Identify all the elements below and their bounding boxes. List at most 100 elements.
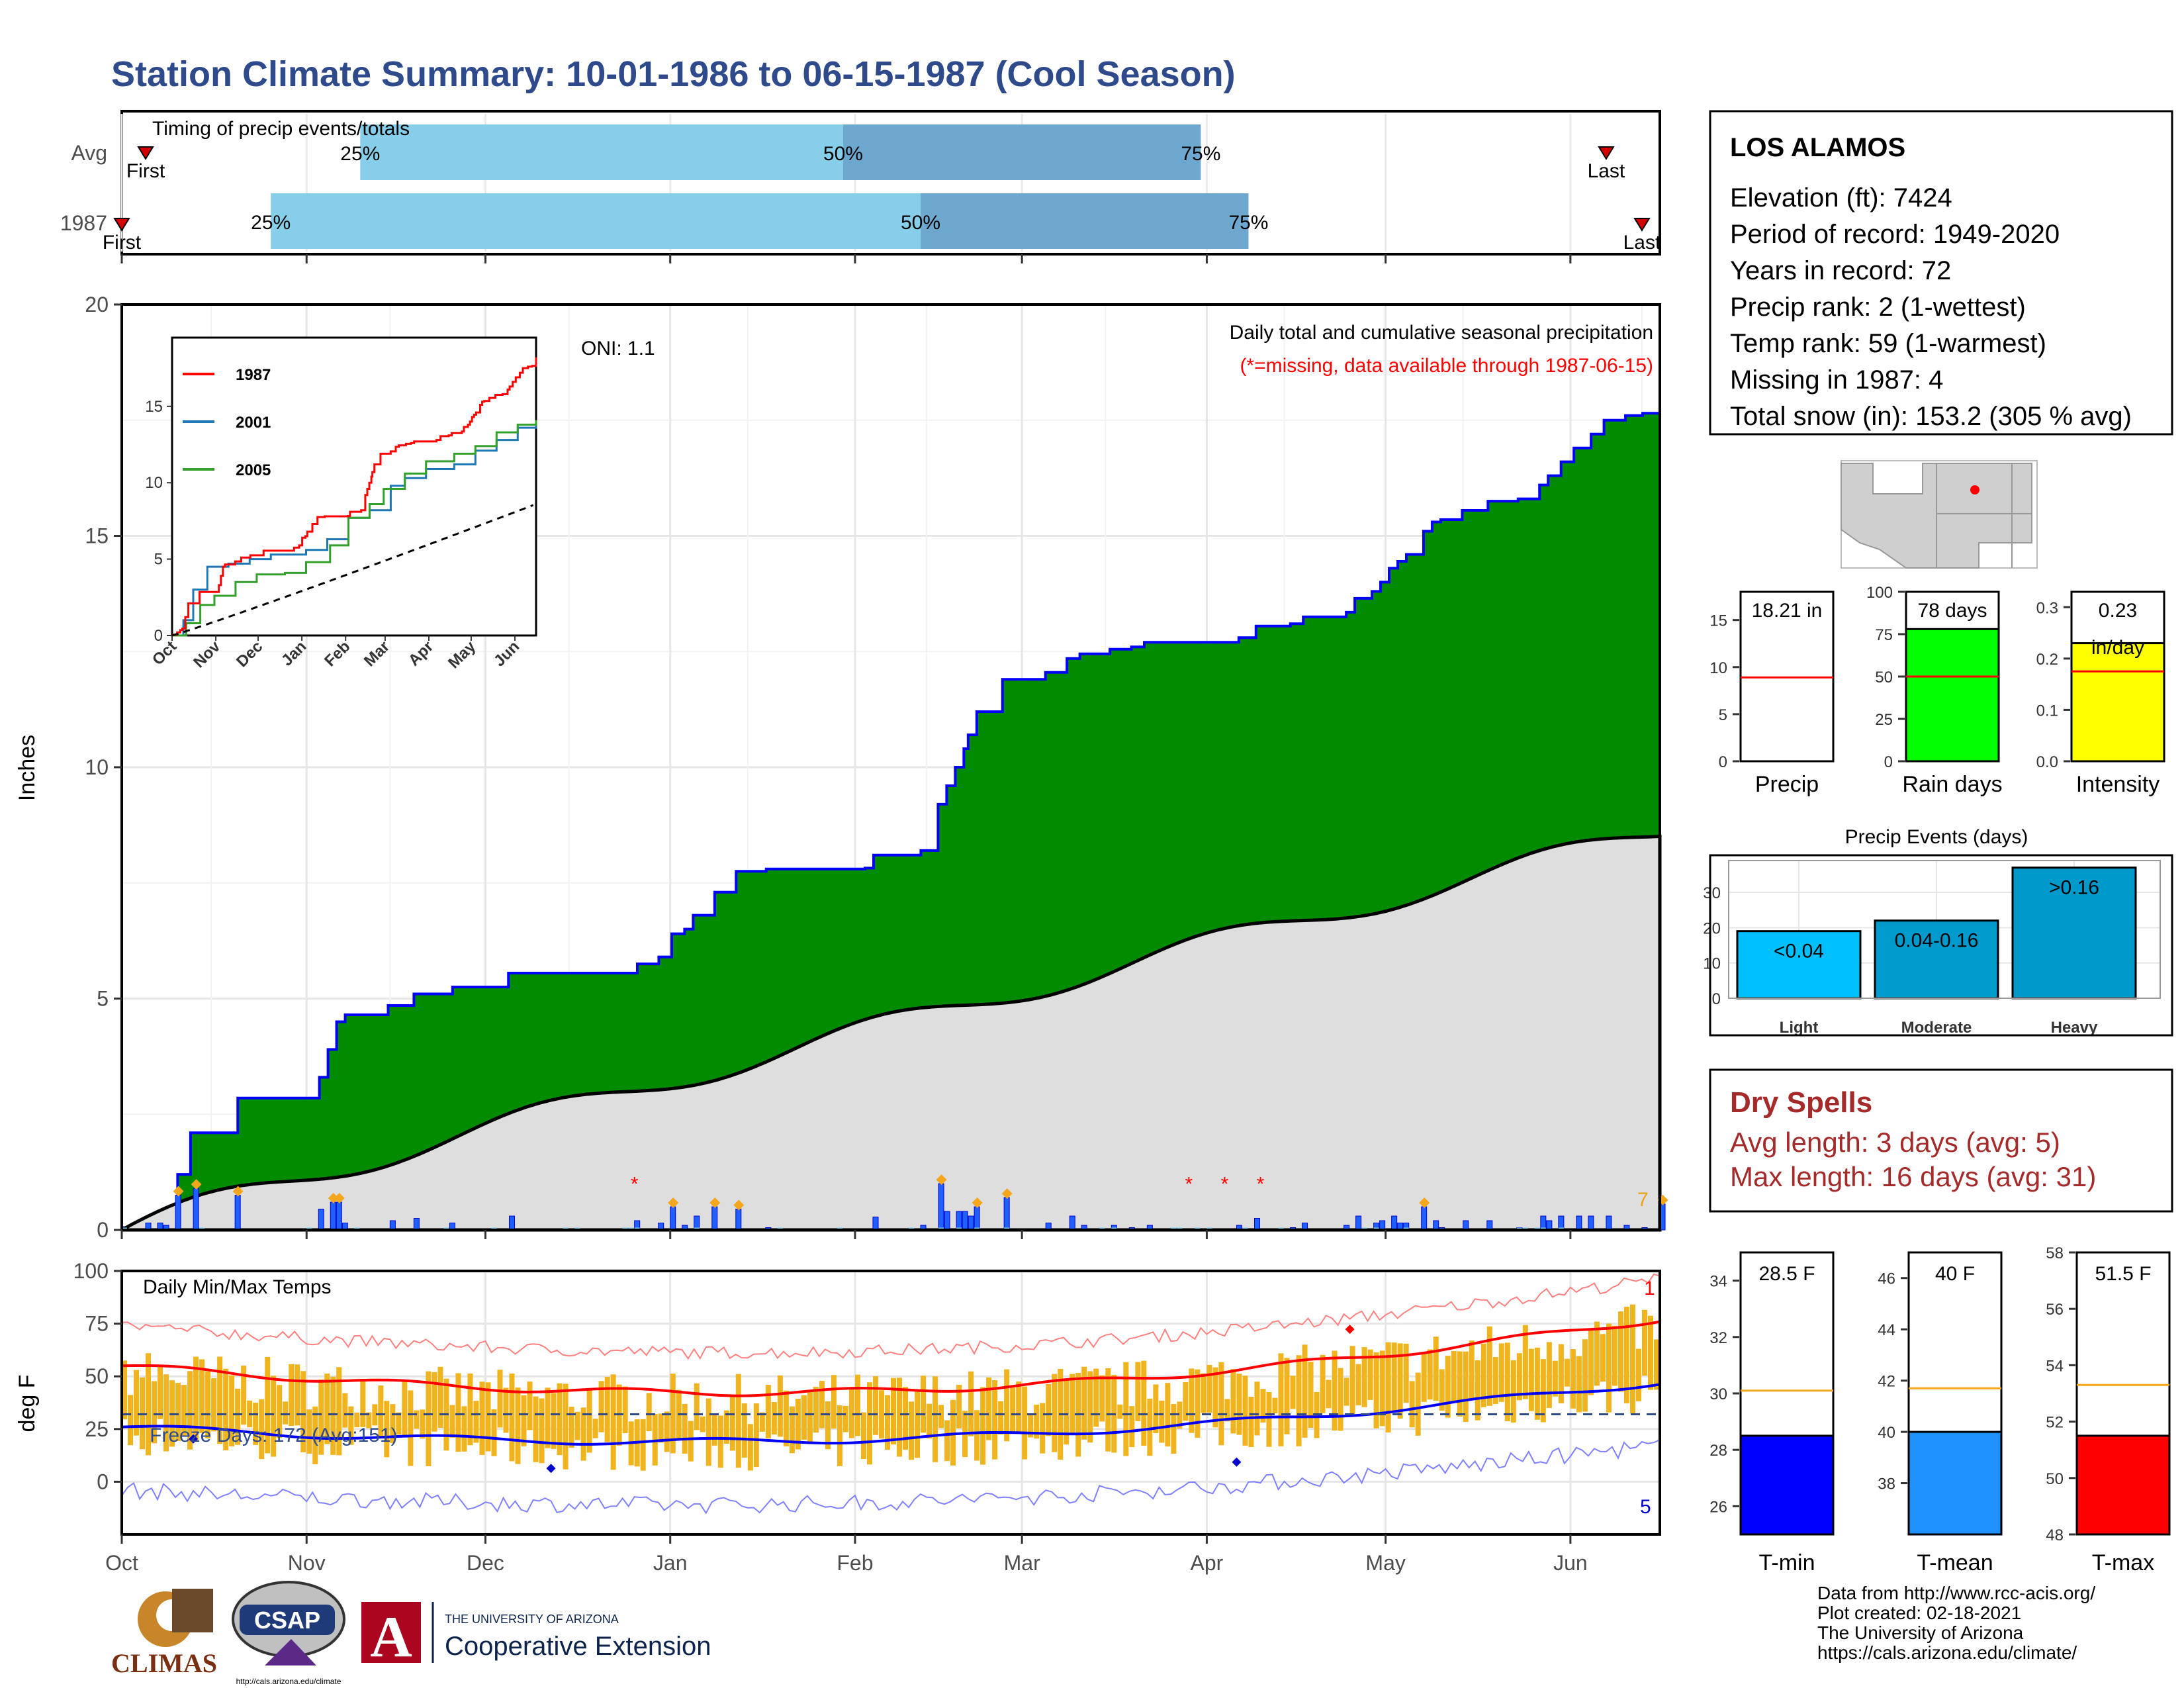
- daily-temp-bar: [1230, 1369, 1236, 1434]
- daily-temp-bar: [915, 1391, 921, 1458]
- daily-temp-bar: [491, 1409, 497, 1456]
- inset-ytick-label: 10: [145, 474, 163, 492]
- temp-bar-tick-label: 56: [2046, 1301, 2064, 1319]
- temp-bar-tick-label: 52: [2046, 1414, 2064, 1432]
- mini-bar-label: Intensity: [2076, 772, 2160, 797]
- mini-bar-value-label: 78 days: [1917, 600, 1987, 622]
- daily-temp-bar: [580, 1407, 586, 1461]
- daily-precip-bar: [193, 1188, 199, 1231]
- ua-small-text: THE UNIVERSITY OF ARIZONA: [445, 1613, 619, 1626]
- daily-temp-bar: [604, 1376, 610, 1442]
- daily-temp-bar: [1147, 1398, 1153, 1456]
- info-snow: Total snow (in): 153.2 (305 % avg): [1730, 402, 2132, 431]
- daily-temp-bar: [860, 1412, 866, 1459]
- daily-temp-bar: [300, 1371, 306, 1452]
- mini-bar-tick-label: 0.3: [2036, 599, 2058, 617]
- daily-temp-bar: [306, 1409, 312, 1454]
- daily-temp-bar: [396, 1412, 402, 1435]
- daily-temp-bar: [539, 1398, 545, 1464]
- large-event-marker: [191, 1179, 202, 1190]
- daily-temp-bar: [1540, 1359, 1546, 1423]
- dry-max-length: Max length: 16 days (avg: 31): [1730, 1161, 2096, 1192]
- season-totals-bars: 0 5 10 15 18.21 in Precip 0 25 50 75 100 78 days Rai…: [1709, 584, 2165, 797]
- daily-temp-bar: [408, 1390, 414, 1466]
- daily-temp-bar: [968, 1371, 974, 1436]
- month-label: Apr: [1191, 1551, 1224, 1575]
- daily-temp-bar: [1129, 1406, 1135, 1448]
- daily-temp-bar: [700, 1416, 705, 1432]
- daily-temp-bar: [1224, 1399, 1230, 1422]
- daily-temp-bar: [747, 1424, 753, 1471]
- daily-temp-bar: [1653, 1339, 1659, 1390]
- inset-legend: 1987 2001 2005: [183, 366, 271, 479]
- precip-events: Precip Events (days) 0 10 20 30 <0.04 Light 0.…: [1703, 826, 2173, 1037]
- daily-temp-bar: [1206, 1364, 1212, 1413]
- mini-bar-label: Rain days: [1902, 772, 2002, 797]
- events-bar: [1736, 930, 1862, 1000]
- precip-y-label: Inches: [15, 735, 40, 801]
- daily-temp-bar: [1266, 1391, 1272, 1447]
- daily-temp-bar: [1373, 1352, 1379, 1429]
- daily-temp-bar: [658, 1413, 664, 1443]
- daily-temp-bar: [1254, 1382, 1260, 1436]
- daily-precip-bar: [1379, 1220, 1386, 1231]
- events-tick-label: 20: [1703, 919, 1721, 937]
- missing-note: (*=missing, data available through 1987-…: [1240, 355, 1653, 377]
- daily-temp-bar: [1600, 1334, 1606, 1382]
- mini-bar-value: [2070, 642, 2165, 763]
- credits: Data from http://www.rcc-acis.org/ Plot …: [1817, 1583, 2095, 1663]
- daily-temp-bar: [729, 1396, 735, 1451]
- daily-temp-bar: [1034, 1405, 1040, 1439]
- daily-temp-bar: [336, 1367, 342, 1456]
- daily-temp-bar: [1397, 1343, 1403, 1419]
- daily-precip-bar: [1253, 1218, 1260, 1231]
- daily-temp-bar: [723, 1410, 729, 1444]
- info-elevation: Elevation (ft): 7424: [1730, 183, 1952, 212]
- inset-line-2005: [172, 420, 537, 637]
- temp-bar-tick-label: 26: [1709, 1498, 1727, 1516]
- daily-temp-bar: [753, 1403, 759, 1467]
- precip-ytick-label: 5: [97, 987, 109, 1011]
- daily-temp-bar: [1218, 1362, 1224, 1446]
- daily-temp-bar: [574, 1411, 580, 1440]
- daily-temp-bar: [140, 1377, 146, 1450]
- daily-temp-bar: [1046, 1383, 1052, 1436]
- dry-spells-title: Dry Spells: [1730, 1086, 1872, 1119]
- daily-temp-bar: [193, 1356, 199, 1440]
- daily-temp-bar: [1415, 1372, 1421, 1436]
- daily-temp-bar: [521, 1395, 527, 1446]
- first-event-label: First: [126, 160, 165, 182]
- daily-temp-bar: [854, 1374, 860, 1436]
- daily-temp-bar: [1570, 1349, 1576, 1409]
- record-low-line: [121, 1439, 1661, 1515]
- daily-temp-bar: [610, 1374, 616, 1470]
- mini-bar-label: Precip: [1755, 772, 1819, 797]
- daily-temp-bar: [467, 1373, 473, 1446]
- daily-temp-bar: [819, 1381, 825, 1429]
- daily-temp-bar: [1069, 1374, 1075, 1434]
- daily-temp-bar: [909, 1401, 915, 1460]
- info-precip-rank: Precip rank: 2 (1-wettest): [1730, 293, 2026, 322]
- first-event-marker: [113, 218, 130, 232]
- daily-temp-bar: [354, 1412, 360, 1428]
- daily-temp-bar: [1278, 1353, 1284, 1446]
- daily-temp-bar: [872, 1376, 878, 1435]
- daily-temp-bar: [295, 1364, 300, 1426]
- climas-logo: CLIMAS: [111, 1589, 217, 1678]
- timing-bar-upper: [842, 124, 1201, 180]
- daily-temp-bar: [318, 1379, 324, 1455]
- daily-temp-bar: [956, 1384, 962, 1429]
- daily-temp-bar: [235, 1388, 241, 1445]
- daily-temp-bar: [1189, 1368, 1195, 1433]
- temp-bar-tick-label: 34: [1709, 1273, 1727, 1291]
- daily-temp-bar: [801, 1395, 807, 1440]
- daily-temp-bar: [1445, 1356, 1451, 1418]
- daily-temp-bar: [527, 1382, 533, 1430]
- info-missing: Missing in 1987: 4: [1730, 365, 1943, 395]
- daily-precip-bar: [1069, 1215, 1075, 1231]
- temp-bar-tick-label: 54: [2046, 1357, 2064, 1375]
- daily-precip-bar: [872, 1216, 879, 1231]
- missing-marker: *: [1221, 1174, 1229, 1196]
- daily-temp-bar: [1290, 1376, 1296, 1409]
